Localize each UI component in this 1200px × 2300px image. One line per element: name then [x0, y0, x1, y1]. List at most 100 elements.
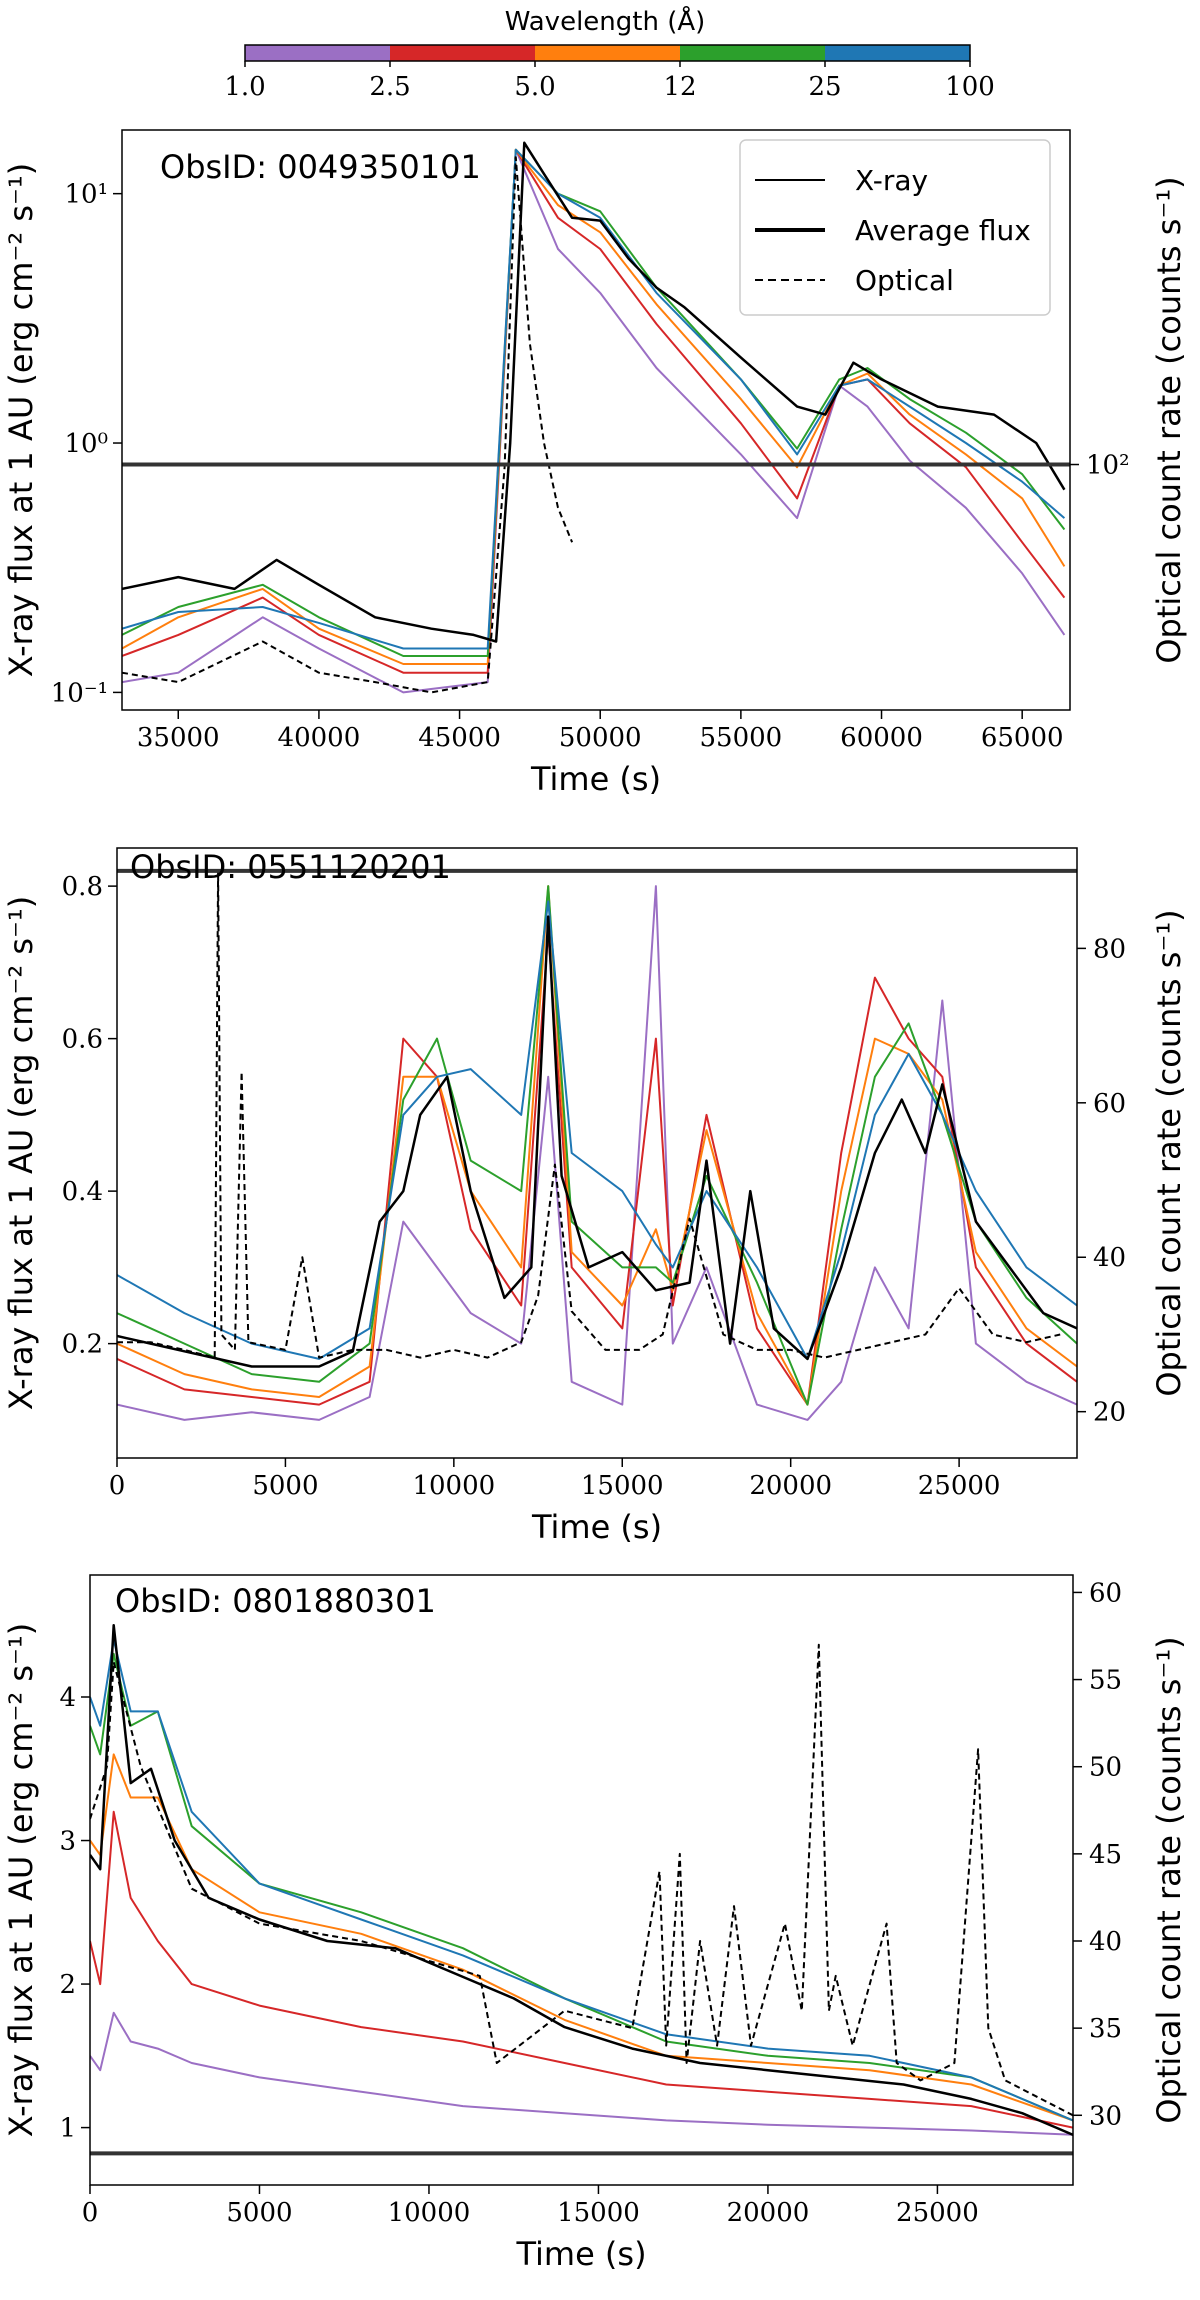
x-tick-label: 0: [109, 1471, 126, 1501]
band-2.5-5.0-line: [122, 148, 1066, 674]
legend-xray-label: X-ray: [855, 164, 928, 197]
colorbar-tick-label: 5.0: [514, 72, 555, 102]
x-tick-label: 25000: [896, 2198, 979, 2228]
colorbar-segment-1: [390, 45, 535, 61]
x-axis-label: Time (s): [531, 1508, 662, 1546]
y2-tick-label: 50: [1089, 1753, 1122, 1783]
x-tick-label: 5000: [226, 2198, 292, 2228]
x-axis-label: Time (s): [530, 760, 661, 798]
y2-tick-label: 80: [1093, 934, 1126, 964]
legend-frame: [739, 139, 1051, 316]
y2-tick-label: 60: [1093, 1089, 1126, 1119]
band-12-25-line: [122, 148, 1066, 657]
axes-frame: [89, 1574, 1074, 2186]
y-tick-label: 1: [59, 2114, 76, 2144]
y-tick-label: 10⁻¹: [51, 678, 108, 708]
band-1.0-2.5-line: [90, 2011, 1073, 2136]
x-tick-label: 15000: [557, 2198, 640, 2228]
y-tick-label: 10⁰: [64, 429, 108, 459]
x-tick-label: 20000: [727, 2198, 810, 2228]
y2-tick-label: 10²: [1086, 451, 1130, 481]
y-axis-label: X-ray flux at 1 AU (erg cm⁻² s⁻¹): [2, 1623, 40, 2137]
band-12-25-line: [117, 885, 1077, 1406]
band-1.0-2.5-line: [122, 148, 1066, 694]
colorbar-segment-3: [680, 45, 825, 61]
panel-3-obsid-label: ObsID: 0801880301: [115, 1582, 436, 1620]
panel-obsid-0801880301: 0 5000 10000 15000 20000 25000 1 2 3 4 30 35 40 45 50 5…: [2, 1574, 1188, 2273]
x-axis-label: Time (s): [515, 2235, 646, 2273]
y2-axis-label: Optical count rate (counts s⁻¹): [1150, 1636, 1188, 2123]
optical-line: [90, 1643, 1073, 2117]
y2-axis-label: Optical count rate (counts s⁻¹): [1150, 176, 1188, 663]
y2-tick-label: 60: [1089, 1578, 1122, 1608]
plot-area: [122, 141, 1070, 694]
y-tick-label: 2: [59, 1970, 76, 2000]
xray-total-line: [90, 1623, 1073, 2136]
y-axis-label: X-ray flux at 1 AU (erg cm⁻² s⁻¹): [2, 163, 40, 677]
plot-area: [90, 1623, 1073, 2156]
axes-frame: [121, 129, 1071, 711]
y-tick-label: 0.2: [62, 1330, 103, 1360]
band-5.0-12-line: [90, 1753, 1073, 2122]
wavelength-colorbar: Wavelength (Å) 1.0 2.5 5.0 12 25 100: [224, 5, 995, 102]
x-tick-label: 35000: [137, 723, 220, 753]
band-1.0-2.5-line: [117, 885, 1077, 1421]
x-tick-label: 45000: [418, 723, 501, 753]
band-2.5-5.0-line: [90, 1810, 1073, 2129]
y2-tick-label: 20: [1093, 1398, 1126, 1428]
optical-line: [117, 870, 1061, 1359]
colorbar-tick-label: 100: [945, 72, 995, 102]
colorbar-tick-label: 12: [663, 72, 696, 102]
band-25-100-line: [90, 1638, 1073, 2122]
legend-average-label: Average flux: [855, 214, 1031, 247]
band-5.0-12-line: [122, 148, 1066, 665]
colorbar-title: Wavelength (Å): [505, 5, 706, 37]
plot-area: [117, 868, 1077, 1421]
band-5.0-12-line: [117, 885, 1077, 1406]
x-tick-label: 15000: [581, 1471, 664, 1501]
x-tick-label: 60000: [840, 723, 923, 753]
x-tick-label: 55000: [700, 723, 783, 753]
colorbar-tick-label: 25: [808, 72, 841, 102]
optical-line: [122, 156, 574, 694]
band-12-25-line: [90, 1652, 1073, 2122]
y-tick-label: 10¹: [64, 180, 108, 210]
y-tick-label: 4: [59, 1683, 76, 1713]
colorbar-segment-0: [245, 45, 390, 61]
y2-tick-label: 45: [1089, 1840, 1122, 1870]
colorbar-frame: [244, 44, 971, 62]
colorbar-tick-label: 2.5: [369, 72, 410, 102]
xray-total-line: [117, 915, 1077, 1368]
band-25-100-line: [122, 148, 1066, 650]
band-25-100-line: [117, 900, 1077, 1360]
xray-total-line: [122, 141, 1066, 643]
y-tick-label: 0.4: [62, 1177, 103, 1207]
y-tick-label: 3: [59, 1827, 76, 1857]
y2-tick-label: 30: [1089, 2101, 1122, 2131]
y2-tick-label: 35: [1089, 2014, 1122, 2044]
x-tick-label: 0: [82, 2198, 99, 2228]
x-tick-label: 25000: [918, 1471, 1001, 1501]
axes-frame: [116, 847, 1078, 1459]
colorbar-segment-4: [825, 45, 970, 61]
y2-tick-label: 55: [1089, 1666, 1122, 1696]
x-tick-label: 10000: [412, 1471, 495, 1501]
y2-axis-label: Optical count rate (counts s⁻¹): [1150, 909, 1188, 1396]
panel-obsid-0049350101: 35000 40000 45000 50000 55000 60000 65000 10⁻¹ 1…: [2, 129, 1188, 798]
legend: X-ray Average flux Optical: [739, 139, 1051, 316]
x-tick-label: 65000: [981, 723, 1064, 753]
y2-tick-label: 40: [1093, 1243, 1126, 1273]
x-tick-label: 20000: [749, 1471, 832, 1501]
y2-tick-label: 40: [1089, 1927, 1122, 1957]
panel-1-obsid-label: ObsID: 0049350101: [160, 148, 481, 186]
y-axis-label: X-ray flux at 1 AU (erg cm⁻² s⁻¹): [2, 896, 40, 1410]
panel-obsid-0551120201: 0 5000 10000 15000 20000 25000 0.2 0.4 0.6 0.8 20 4…: [2, 847, 1188, 1546]
x-tick-label: 40000: [278, 723, 361, 753]
legend-optical-label: Optical: [855, 264, 954, 297]
panel-2-obsid-label: ObsID: 0551120201: [130, 848, 451, 886]
y-tick-label: 0.8: [62, 872, 103, 902]
y-tick-label: 0.6: [62, 1025, 103, 1055]
colorbar-tick-label: 1.0: [224, 72, 265, 102]
band-2.5-5.0-line: [117, 930, 1077, 1406]
